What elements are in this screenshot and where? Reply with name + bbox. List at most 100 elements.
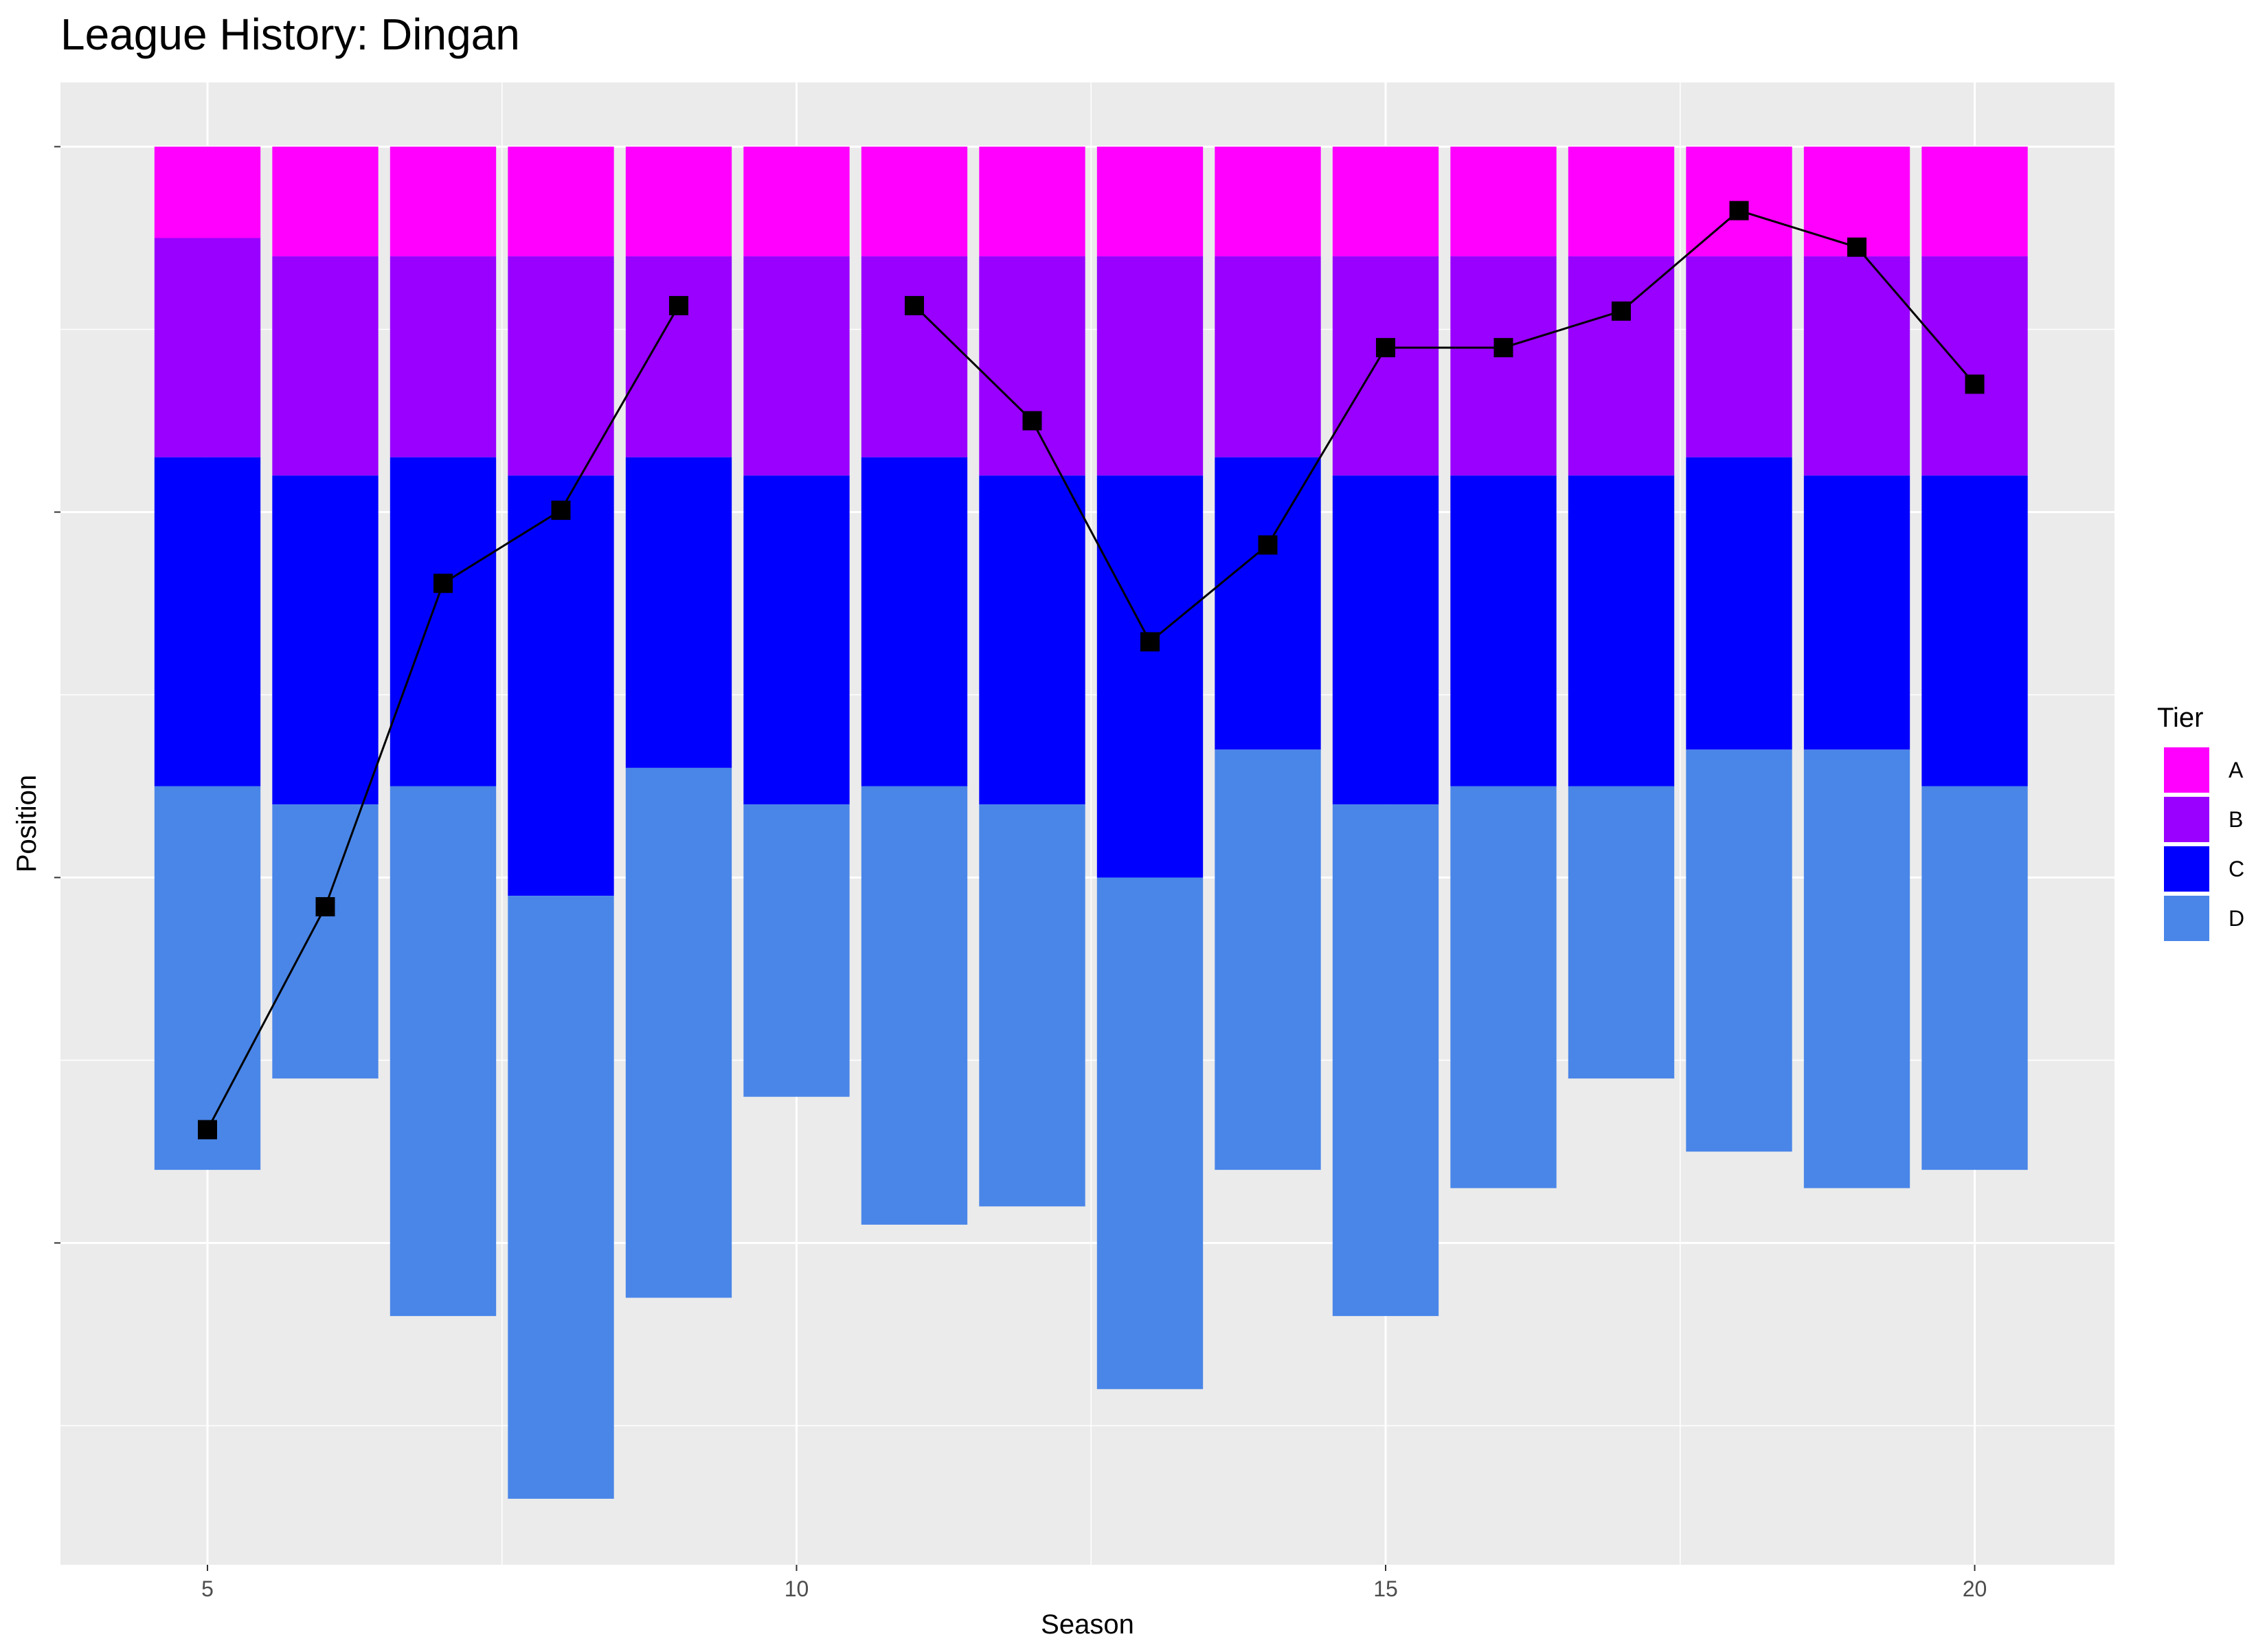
line-marker-season-17: [1612, 301, 1631, 321]
stacked-bars: [154, 146, 2028, 1499]
bar-segment-season-9-tier-b: [625, 256, 732, 457]
bar-segment-season-11-tier-b: [861, 256, 968, 457]
bar-segment-season-9-tier-c: [625, 457, 732, 768]
bar-segment-season-15-tier-c: [1332, 475, 1439, 805]
bar-segment-season-6-tier-d: [272, 804, 379, 1079]
bar-segment-season-5-tier-a: [154, 146, 261, 238]
line-marker-season-9: [669, 295, 688, 315]
bar-segment-season-13-tier-b: [1096, 256, 1204, 476]
line-marker-season-5: [198, 1120, 217, 1140]
bar-segment-season-18-tier-d: [1686, 749, 1792, 1152]
x-tick-label-15: 15: [1373, 1576, 1398, 1601]
bar-segment-season-19-tier-d: [1803, 749, 1910, 1188]
line-marker-season-20: [1965, 374, 1985, 394]
bar-segment-season-6-tier-a: [272, 146, 379, 257]
legend-key-b: [2164, 797, 2209, 842]
bar-segment-season-8-tier-c: [508, 475, 614, 896]
bar-segment-season-18-tier-c: [1686, 457, 1792, 750]
bar-segment-season-16-tier-c: [1450, 475, 1557, 787]
bar-segment-season-11-tier-a: [861, 146, 968, 257]
bar-segment-season-10-tier-b: [743, 256, 850, 476]
bar-segment-season-8-tier-d: [508, 896, 614, 1499]
line-marker-season-8: [551, 500, 571, 520]
bar-segment-season-5-tier-c: [154, 457, 261, 787]
bar-segment-season-11-tier-c: [861, 457, 968, 787]
bar-segment-season-9-tier-a: [625, 146, 732, 257]
bar-segment-season-20-tier-a: [1921, 146, 2028, 257]
x-tick-label-5: 5: [201, 1576, 214, 1601]
line-marker-season-12: [1022, 411, 1042, 431]
legend-key-c: [2164, 846, 2209, 892]
bar-segment-season-18-tier-b: [1686, 256, 1792, 457]
bar-segment-season-14-tier-c: [1215, 457, 1321, 750]
bar-segment-season-10-tier-c: [743, 475, 850, 805]
y-axis-label: Position: [12, 775, 42, 872]
bar-segment-season-7-tier-d: [390, 786, 497, 1316]
bar-segment-season-7-tier-a: [390, 146, 497, 257]
bar-segment-season-8-tier-b: [508, 256, 614, 476]
bar-segment-season-17-tier-a: [1568, 146, 1675, 257]
line-marker-season-13: [1140, 632, 1160, 652]
bar-segment-season-6-tier-c: [272, 475, 379, 805]
bar-segment-season-16-tier-b: [1450, 256, 1557, 476]
legend-label-c: C: [2229, 857, 2244, 881]
bar-segment-season-20-tier-c: [1921, 475, 2028, 787]
position-line: [198, 201, 1985, 1140]
legend-label-a: A: [2229, 758, 2244, 782]
x-tick-label-20: 20: [1963, 1576, 1987, 1601]
line-marker-season-14: [1258, 535, 1278, 555]
bar-segment-season-20-tier-b: [1921, 256, 2028, 476]
bar-segment-season-16-tier-a: [1450, 146, 1557, 257]
bar-segment-season-5-tier-b: [154, 238, 261, 457]
bar-segment-season-13-tier-c: [1096, 475, 1204, 878]
bar-segment-season-11-tier-d: [861, 786, 968, 1225]
bar-segment-season-12-tier-a: [979, 146, 1085, 257]
bar-segment-season-17-tier-c: [1568, 475, 1675, 787]
bar-segment-season-19-tier-b: [1803, 256, 1910, 476]
bar-segment-season-12-tier-b: [979, 256, 1085, 476]
chart-title: League History: Dingan: [60, 10, 520, 59]
bar-segment-season-14-tier-b: [1215, 256, 1321, 457]
bar-segment-season-10-tier-a: [743, 146, 850, 257]
x-tick-label-10: 10: [785, 1576, 809, 1601]
bar-segment-season-10-tier-d: [743, 804, 850, 1097]
legend-key-a: [2164, 747, 2209, 793]
bar-segment-season-17-tier-d: [1568, 786, 1675, 1079]
legend-key-d: [2164, 896, 2209, 941]
line-marker-season-18: [1729, 201, 1749, 220]
bar-segment-season-16-tier-d: [1450, 786, 1557, 1188]
x-axis-label: Season: [1041, 1609, 1134, 1640]
bar-segment-season-9-tier-d: [625, 767, 732, 1298]
line-marker-season-11: [905, 295, 924, 315]
bar-segment-season-6-tier-b: [272, 256, 379, 476]
legend-title: Tier: [2157, 703, 2203, 733]
bar-segment-season-19-tier-c: [1803, 475, 1910, 750]
bar-segment-season-15-tier-a: [1332, 146, 1439, 257]
line-marker-season-6: [315, 897, 335, 917]
bar-segment-season-13-tier-a: [1096, 146, 1204, 257]
bar-segment-season-13-tier-d: [1096, 877, 1204, 1390]
bar-segment-season-15-tier-d: [1332, 804, 1439, 1316]
line-marker-season-19: [1847, 237, 1866, 257]
axes: 5 10 15 20: [54, 146, 1987, 1601]
bar-segment-season-20-tier-d: [1921, 786, 2028, 1170]
bar-segment-season-5-tier-d: [154, 786, 261, 1170]
bar-segment-season-14-tier-a: [1215, 146, 1321, 257]
line-marker-season-16: [1493, 338, 1513, 358]
bar-segment-season-7-tier-c: [390, 457, 497, 787]
bar-segment-season-12-tier-c: [979, 475, 1085, 805]
bar-segment-season-14-tier-d: [1215, 749, 1321, 1170]
bar-segment-season-7-tier-b: [390, 256, 497, 457]
bar-segment-season-17-tier-b: [1568, 256, 1675, 476]
line-marker-season-15: [1376, 338, 1395, 358]
bar-segment-season-15-tier-b: [1332, 256, 1439, 476]
legend-label-b: B: [2229, 807, 2243, 832]
legend: Tier A B C D: [2157, 703, 2244, 941]
line-segment-2: [913, 209, 1976, 644]
line-marker-season-7: [433, 574, 453, 593]
bar-segment-season-12-tier-d: [979, 804, 1085, 1207]
legend-label-d: D: [2229, 906, 2244, 931]
bar-segment-season-8-tier-a: [508, 146, 614, 257]
